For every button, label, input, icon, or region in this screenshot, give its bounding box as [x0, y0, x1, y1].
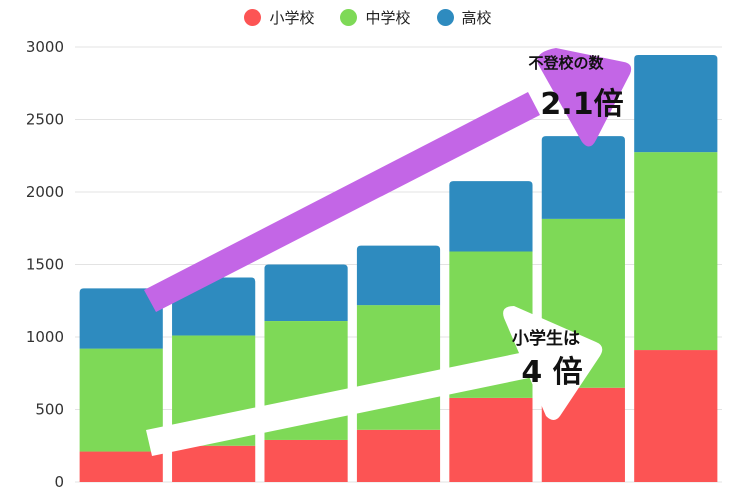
y-tick-label: 1000 [26, 328, 64, 346]
annotation-elementary-line1: 小学生は [512, 328, 580, 349]
bar-segment[interactable] [634, 350, 718, 482]
annotation-elementary-line2: 4 倍 [521, 355, 582, 390]
legend-item-high-school[interactable]: 高校 [436, 7, 492, 28]
annotation-arrows [144, 48, 632, 456]
purple-arrow-head [537, 48, 632, 147]
white-arrow-head [503, 306, 603, 420]
y-tick-label: 2000 [26, 183, 64, 201]
purple-arrow-body [144, 92, 540, 312]
legend-label-elementary: 小学校 [269, 8, 315, 27]
white-arrow-body [146, 348, 548, 456]
legend-label-junior-high: 中学校 [365, 8, 411, 27]
bar-segment[interactable] [79, 451, 163, 482]
legend-item-elementary[interactable]: 小学校 [244, 7, 314, 28]
bar-segment[interactable] [356, 245, 441, 306]
bar-segment[interactable] [634, 54, 718, 153]
y-tick-label: 3000 [26, 38, 64, 56]
bar-segment[interactable] [634, 152, 718, 351]
annotation-total-line1: 不登校の数 [528, 54, 604, 72]
bar-segment[interactable] [172, 445, 256, 482]
bar-segment[interactable] [356, 305, 441, 430]
bar-segment[interactable] [449, 181, 533, 252]
legend-label-high-school: 高校 [461, 8, 492, 27]
chart-legend: 小学校 中学校 高校 [0, 4, 736, 30]
y-tick-label: 2500 [26, 111, 64, 129]
bar-segment[interactable] [449, 397, 533, 482]
legend-swatch-elementary [244, 8, 262, 26]
bar-segment[interactable] [79, 288, 163, 349]
bar-segment[interactable] [356, 429, 441, 482]
legend-item-junior-high[interactable]: 中学校 [340, 7, 411, 28]
bar-segment[interactable] [541, 136, 625, 219]
y-tick-label: 1500 [26, 256, 64, 274]
annotation-labels: 不登校の数 2.1倍 小学生は 4 倍 [512, 54, 624, 390]
annotation-total-line2: 2.1倍 [540, 87, 623, 122]
y-axis-ticks: 0 500 1000 1500 2000 2500 3000 [26, 38, 64, 490]
legend-swatch-junior-high [340, 8, 358, 26]
legend-swatch-high-school [436, 8, 454, 26]
bar-segment[interactable] [264, 439, 348, 482]
bar-segment[interactable] [264, 264, 348, 322]
y-tick-label: 0 [54, 473, 64, 490]
y-tick-label: 500 [35, 401, 64, 419]
